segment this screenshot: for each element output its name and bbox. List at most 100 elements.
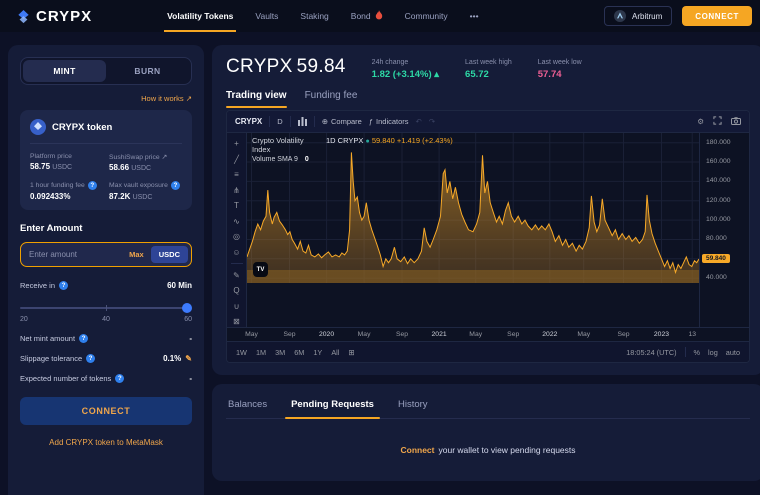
chart-settings-icon[interactable]: ⚙ — [697, 117, 704, 126]
nav-item-more[interactable]: ••• — [459, 0, 490, 32]
tab-pending-requests[interactable]: Pending Requests — [285, 394, 380, 419]
add-token-metamask-link[interactable]: Add CRYPX token to MetaMask — [49, 438, 163, 447]
top-nav: CRYPX Volatility Tokens Vaults Staking Bond… — [0, 0, 760, 32]
timeframe-buttons: 1W 1M 3M 6M 1Y All — [236, 348, 339, 357]
pitchfork-icon[interactable]: ⋔ — [233, 185, 240, 195]
timeframe-1y[interactable]: 1Y — [313, 347, 323, 357]
chart-style-icon[interactable] — [297, 117, 307, 126]
enter-amount-label: Enter Amount — [20, 223, 83, 234]
snapshot-camera-icon[interactable] — [731, 116, 741, 127]
token-stat-value: 58.75 USDC — [30, 162, 73, 171]
mint-row-label: Expected number of tokens? — [20, 374, 125, 383]
price-chart — [247, 133, 699, 283]
last-price-tag: 59.840 — [702, 253, 730, 263]
market-stat-last-week-high: Last week high 65.72 — [465, 59, 512, 80]
timeframe-3m[interactable]: 3M — [275, 347, 286, 357]
market-stat-label: Last week high — [465, 59, 512, 66]
mint-burn-toggle: MINT BURN — [20, 57, 192, 85]
tab-mint[interactable]: MINT — [23, 60, 106, 82]
connect-link[interactable]: Connect — [400, 445, 435, 455]
requests-card: Balances Pending Requests History Connect … — [212, 384, 760, 481]
go-to-date-icon[interactable]: ⊞ — [348, 347, 355, 357]
fullscreen-icon[interactable] — [713, 116, 722, 127]
emoji-tool-icon[interactable]: ☺ — [232, 247, 241, 257]
tradingview-logo[interactable]: TV — [253, 262, 268, 277]
chart-toolbar: CRYPX D ⊕ Compare ƒ Indicators ↶ ↷ ⚙ — [227, 111, 749, 133]
market-stat-24h-change: 24h change 1.82 (+3.14%) ▴ — [372, 59, 439, 80]
nav-item-label: Vaults — [255, 11, 279, 21]
how-it-works-link[interactable]: How it works ↗ — [141, 94, 192, 103]
prediction-icon[interactable]: ◎ — [233, 232, 240, 241]
scale-controls: % log auto — [694, 348, 740, 357]
token-stat-label: Max vault exposure? — [109, 181, 182, 190]
indicators-button[interactable]: ƒ Indicators — [368, 117, 409, 126]
slider-thumb[interactable] — [182, 303, 192, 313]
network-selector[interactable]: Arbitrum — [604, 6, 673, 26]
price-axis[interactable]: 180.000 160.000 140.000 120.000 100.000 80.00… — [699, 133, 749, 327]
receive-in-slider[interactable] — [20, 303, 192, 313]
zoom-in-icon[interactable]: Q — [233, 286, 240, 295]
market-stat-last-week-low: Last week low 57.74 — [538, 59, 582, 80]
scale-auto[interactable]: auto — [725, 347, 740, 357]
token-stat-label: SushiSwap price ↗ — [109, 154, 168, 161]
compare-button[interactable]: ⊕ Compare — [321, 117, 362, 126]
nav-item-vaults[interactable]: Vaults — [244, 0, 289, 32]
measure-icon[interactable]: ✎ — [233, 270, 240, 280]
amount-input[interactable] — [29, 250, 123, 259]
network-label: Arbitrum — [632, 11, 663, 21]
token-info-card: CRYPX token Platform price 58.75 USDC Sush… — [20, 110, 192, 210]
timeframe-1w[interactable]: 1W — [236, 347, 247, 357]
chart-plot-area[interactable]: Crypto Volatility Index 1D CRYPX ● 59.84… — [247, 133, 699, 283]
time-axis[interactable]: May Sep 2020 May Sep 2021 May Sep 2022 May Sep 2023… — [227, 327, 749, 341]
timeframe-all[interactable]: All — [331, 347, 340, 357]
xabcd-pattern-icon[interactable]: ∿ — [233, 216, 240, 226]
edit-slippage-icon[interactable]: ✎ — [185, 354, 192, 363]
text-tool-icon[interactable]: T — [234, 201, 239, 210]
info-icon[interactable]: ? — [86, 354, 96, 363]
tab-history[interactable]: History — [397, 399, 428, 410]
brand-name: CRYPX — [36, 7, 93, 25]
chart-footer-toolbar: 1W 1M 3M 6M 1Y All ⊞ 18:05:24 (UTC) % log auto — [227, 341, 749, 362]
magnet-icon[interactable]: ∪ — [233, 301, 240, 311]
undo-icon[interactable]: ↶ — [415, 117, 422, 126]
time-axis-label: 2022 — [542, 331, 558, 338]
connect-button[interactable]: CONNECT — [20, 397, 192, 425]
currency-chip[interactable]: USDC — [150, 246, 188, 263]
market-stat-value: 57.74 — [537, 69, 562, 80]
scale-log[interactable]: log — [708, 347, 718, 357]
legend-change: +1.419 (+2.43%) — [396, 136, 453, 145]
redo-icon[interactable]: ↷ — [428, 117, 436, 126]
info-icon[interactable]: ? — [170, 181, 180, 190]
brand-logo[interactable]: CRYPX — [16, 8, 92, 25]
view-tabs: Trading view Funding fee — [226, 90, 750, 108]
info-icon[interactable]: ? — [79, 334, 89, 343]
info-icon[interactable]: ? — [115, 374, 125, 383]
token-stat-label: Platform price — [30, 153, 72, 160]
connect-wallet-button[interactable]: CONNECT — [682, 6, 752, 26]
tab-funding-fee[interactable]: Funding fee — [304, 90, 358, 101]
interval-button[interactable]: D — [277, 117, 283, 126]
trend-line-icon[interactable]: ╱ — [234, 154, 239, 164]
chart-clock[interactable]: 18:05:24 (UTC) — [626, 347, 677, 357]
nav-item-staking[interactable]: Staking — [289, 0, 339, 32]
crosshair-icon[interactable]: + — [234, 139, 239, 148]
chart-symbol-button[interactable]: CRYPX — [235, 117, 263, 126]
info-icon[interactable]: ? — [59, 281, 69, 290]
info-icon[interactable]: ? — [87, 181, 97, 190]
nav-item-bond[interactable]: Bond — [340, 0, 394, 32]
tab-balances[interactable]: Balances — [228, 399, 268, 410]
tab-burn[interactable]: BURN — [134, 66, 161, 76]
max-button[interactable]: Max — [129, 250, 144, 259]
nav-item-community[interactable]: Community — [394, 0, 459, 32]
timeframe-6m[interactable]: 6M — [294, 347, 305, 357]
scale-more[interactable]: % — [693, 347, 701, 357]
tab-trading-view[interactable]: Trading view — [226, 90, 287, 108]
pair-price: 59.84 — [296, 56, 346, 77]
nav-item-volatility-tokens[interactable]: Volatility Tokens — [156, 0, 244, 32]
mint-row-label: Slippage tolerance? — [20, 354, 96, 363]
remove-drawings-icon[interactable]: ⊠ — [233, 317, 240, 326]
timeframe-1m[interactable]: 1M — [255, 347, 267, 357]
market-status-dot: ● — [365, 138, 370, 145]
gann-fib-icon[interactable]: ≡ — [234, 170, 239, 179]
crypx-logo-icon — [18, 9, 29, 23]
